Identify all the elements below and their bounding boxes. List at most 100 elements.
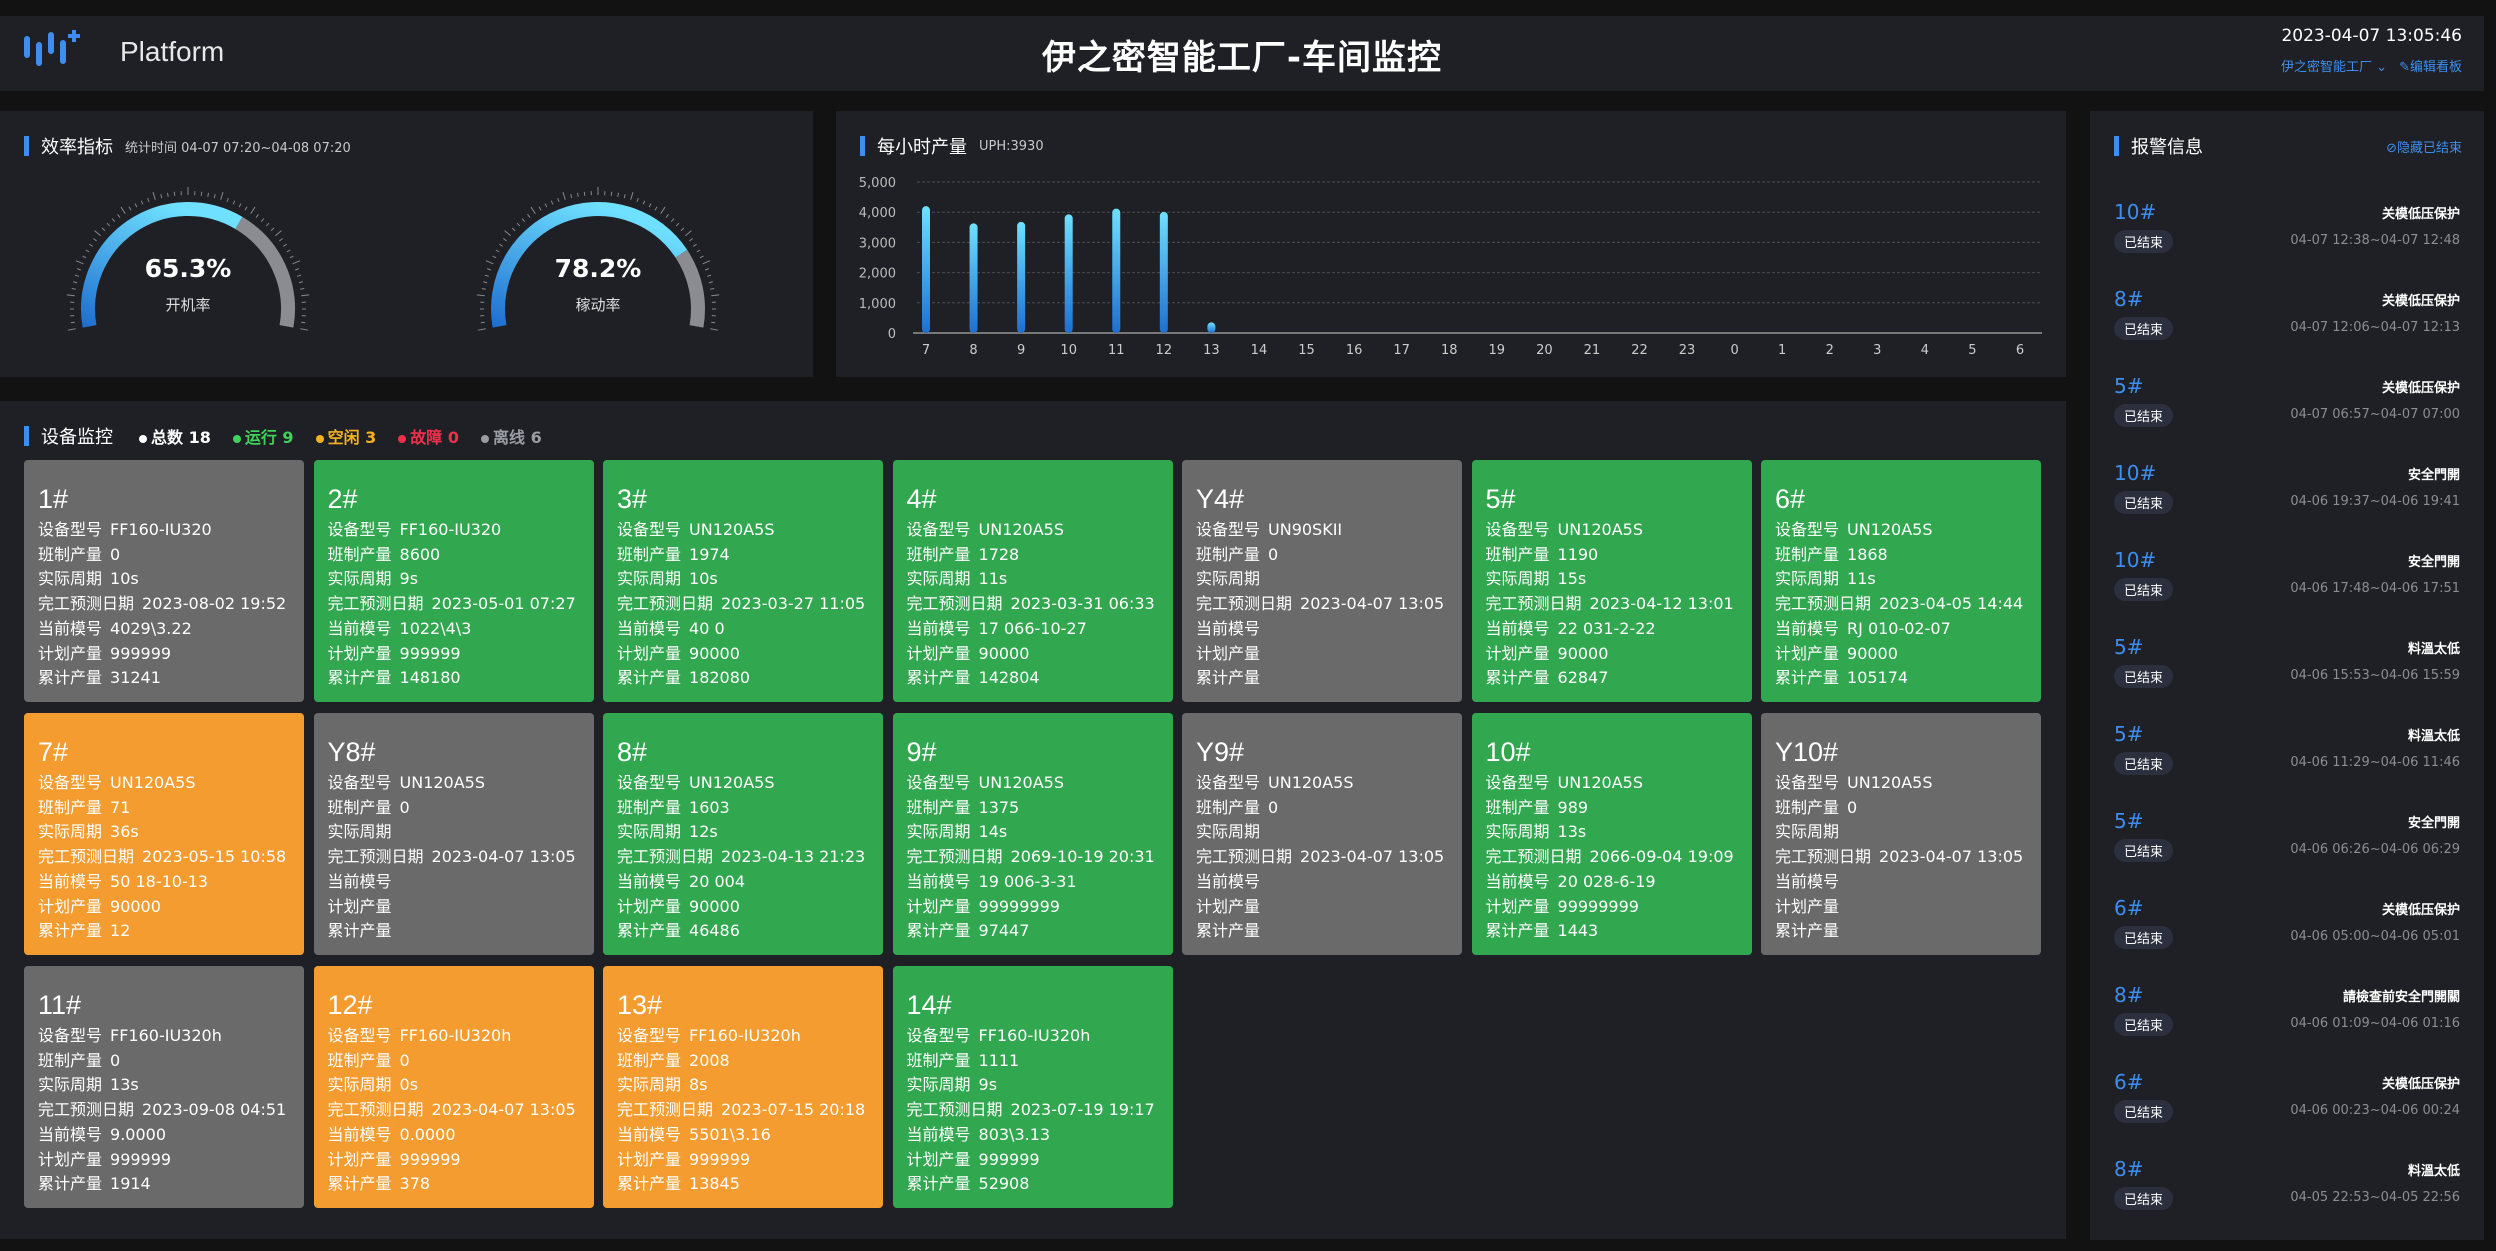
device-field: 班制产量 0 (38, 1049, 290, 1074)
field-value: UN120A5S (1557, 520, 1644, 539)
device-field: 当前模号 1022\4\3 (328, 617, 580, 642)
device-field: 计划产量 999999 (328, 1148, 580, 1173)
gauge-tick (521, 218, 526, 222)
field-label: 计划产量 (906, 896, 971, 916)
field-value: 1728 (978, 544, 1020, 564)
device-card[interactable]: 11# 设备型号 FF160-IU320h 班制产量 0 实际周期 13s 完工预测日期 202… (24, 966, 304, 1208)
gauge-tick (300, 328, 309, 331)
gauge-label: 开机率 (165, 296, 211, 314)
field-label: 班制产量 (906, 797, 971, 817)
alarm-item[interactable]: 5# 关模低压保护 已结束 04-07 06:57~04-07 07:00 (2114, 374, 2460, 444)
field-label: 完工预测日期 (1775, 594, 1872, 614)
field-label: 计划产量 (906, 1149, 971, 1169)
field-value: 1190 (1557, 544, 1599, 564)
alarm-item[interactable]: 6# 关模低压保护 已结束 04-06 05:00~04-06 05:01 (2114, 896, 2460, 966)
status-count-label: 故障 0 (410, 428, 459, 447)
alarm-status-badge: 已结束 (2114, 839, 2174, 862)
device-field: 累计产量 52908 (907, 1172, 1159, 1197)
y-tick-label: 1,000 (859, 297, 896, 312)
gauge-tick (689, 238, 693, 242)
field-label: 设备型号 (1485, 520, 1550, 539)
device-name: 6# (1775, 484, 1806, 514)
device-card[interactable]: 9# 设备型号 UN120A5S 班制产量 1375 实际周期 14s 完工预测日期 2069-… (892, 713, 1173, 955)
field-value: 19 006-3-31 (978, 871, 1077, 891)
device-card[interactable]: 6# 设备型号 UN120A5S 班制产量 1868 实际周期 11s 完工预测日期 2023-… (1761, 460, 2041, 702)
alarm-item[interactable]: 6# 关模低压保护 已结束 04-06 00:23~04-06 00:24 (2114, 1070, 2460, 1140)
gauge-tick (702, 260, 711, 265)
device-card[interactable]: 1# 设备型号 FF160-IU320 班制产量 0 实际周期 10s 完工预测日期 2023-… (24, 460, 304, 702)
x-tick-label: 16 (1346, 343, 1363, 358)
alarm-item[interactable]: 5# 料溫太低 已结束 04-06 15:53~04-06 15:59 (2114, 635, 2460, 705)
gauge-tick (699, 255, 704, 259)
field-value: 10s (110, 569, 139, 589)
device-card[interactable]: Y10# 设备型号 UN120A5S 班制产量 0 实际周期 完工预测日期 2023-04-0… (1761, 713, 2041, 955)
alarm-item[interactable]: 5# 安全門開 已结束 04-06 06:26~04-06 06:29 (2114, 809, 2460, 879)
alarm-item[interactable]: 5# 料溫太低 已结束 04-06 11:29~04-06 11:46 (2114, 722, 2460, 792)
field-value: 20 028-6-19 (1557, 871, 1656, 891)
gauge-tick (294, 268, 300, 271)
field-value: 13s (1557, 822, 1587, 842)
device-card[interactable]: Y4# 设备型号 UN90SKII 班制产量 0 实际周期 完工预测日期 2023-04-07… (1182, 460, 1462, 702)
device-card[interactable]: 2# 设备型号 FF160-IU320 班制产量 8600 实际周期 9s 完工预测日期 202… (313, 460, 594, 702)
device-card[interactable]: 10# 设备型号 UN120A5S 班制产量 989 实际周期 13s 完工预测日期 2066-… (1471, 713, 1752, 955)
status-dot (398, 434, 407, 443)
device-card[interactable]: 13# 设备型号 FF160-IU320h 班制产量 2008 实际周期 8s 完工预测日期 2… (603, 966, 883, 1208)
field-label: 计划产量 (327, 643, 392, 663)
device-card[interactable]: 14# 设备型号 FF160-IU320h 班制产量 1111 实际周期 9s 完工预测日期 2… (892, 966, 1173, 1208)
gauge-tick (255, 214, 259, 218)
alarm-item[interactable]: 8# 关模低压保护 已结束 04-07 12:06~04-07 12:13 (2114, 287, 2460, 357)
gauge-tick (680, 227, 685, 232)
field-label: 完工预测日期 (1196, 847, 1293, 867)
gauge-tick (300, 288, 305, 290)
gauge-tick (140, 200, 144, 205)
gauge-tick (232, 200, 236, 205)
device-field: 完工预测日期 2023-04-05 14:44 (1775, 592, 2027, 617)
device-card[interactable]: 12# 设备型号 FF160-IU320h 班制产量 0 实际周期 0s 完工预测日期 2023… (313, 966, 594, 1208)
device-field: 实际周期 11s (907, 567, 1159, 592)
device-card[interactable]: 3# 设备型号 UN120A5S 班制产量 1974 实际周期 10s 完工预测日期 2023-… (603, 460, 883, 702)
alarm-item[interactable]: 10# 关模低压保护 已结束 04-07 12:38~04-07 12:48 (2114, 200, 2460, 270)
alarm-time: 04-06 17:48~04-06 17:51 (2290, 581, 2460, 596)
gauge-tick (226, 197, 229, 203)
alarm-item[interactable]: 10# 安全門開 已结束 04-06 19:37~04-06 19:41 (2114, 461, 2460, 531)
field-value: UN120A5S (689, 773, 775, 792)
device-field: 班制产量 0 (1196, 543, 1448, 568)
field-value: 2069-10-19 20:31 (1010, 847, 1155, 867)
field-value: 0 (110, 544, 121, 564)
bar-9 (1017, 221, 1026, 333)
edit-board-button[interactable]: ✎编辑看板 (2399, 56, 2462, 75)
device-field: 完工预测日期 2023-03-31 06:33 (907, 592, 1159, 617)
alarm-time: 04-07 12:38~04-07 12:48 (2290, 233, 2460, 248)
gauge-tick (503, 238, 507, 242)
alarm-item[interactable]: 8# 請檢查前安全門開關 已结束 04-06 01:09~04-06 01:16 (2114, 983, 2460, 1053)
factory-select[interactable]: 伊之密智能工厂 ⌄ (2281, 56, 2387, 75)
x-tick-label: 9 (1017, 343, 1025, 358)
field-label: 累计产量 (327, 668, 392, 688)
alarm-item[interactable]: 10# 安全門開 已结束 04-06 17:48~04-06 17:51 (2114, 548, 2460, 618)
device-card[interactable]: 7# 设备型号 UN120A5S 班制产量 71 实际周期 36s 完工预测日期 2023-05… (24, 713, 304, 955)
gauge-tick (292, 260, 301, 265)
gauge-tick (147, 197, 150, 203)
field-label: 班制产量 (617, 544, 682, 564)
field-label: 累计产量 (1775, 668, 1840, 688)
device-card[interactable]: Y8# 设备型号 UN120A5S 班制产量 0 实际周期 完工预测日期 2023-04-07… (313, 713, 594, 955)
field-value: 1868 (1847, 544, 1888, 564)
device-card[interactable]: Y9# 设备型号 UN120A5S 班制产量 0 实际周期 完工预测日期 2023-04-07… (1182, 713, 1462, 955)
field-label: 计划产量 (327, 1149, 392, 1169)
gauge-tick (538, 206, 542, 211)
gauge-tick (477, 328, 486, 331)
field-label: 实际周期 (1775, 569, 1840, 589)
x-tick-label: 13 (1203, 343, 1220, 358)
gauge-tick (213, 194, 216, 199)
hide-ended-toggle[interactable]: ⊘隐藏已结束 (2386, 137, 2462, 156)
alarm-item[interactable]: 8# 料溫太低 已结束 04-05 22:53~04-05 22:56 (2114, 1157, 2460, 1227)
field-label: 设备型号 (327, 1026, 392, 1045)
field-label: 完工预测日期 (327, 594, 424, 614)
x-tick-label: 18 (1441, 343, 1458, 358)
device-card[interactable]: 5# 设备型号 UN120A5S 班制产量 1190 实际周期 15s 完工预测日期 2023-… (1471, 460, 1752, 702)
y-tick-label: 0 (888, 327, 896, 342)
gauge-tick (675, 222, 680, 227)
device-card[interactable]: 4# 设备型号 UN120A5S 班制产量 1728 实际周期 11s 完工预测日期 2023-… (892, 460, 1173, 702)
eye-off-icon: ⊘ (2386, 141, 2397, 156)
device-card[interactable]: 8# 设备型号 UN120A5S 班制产量 1603 实际周期 12s 完工预测日期 2023-… (603, 713, 883, 955)
